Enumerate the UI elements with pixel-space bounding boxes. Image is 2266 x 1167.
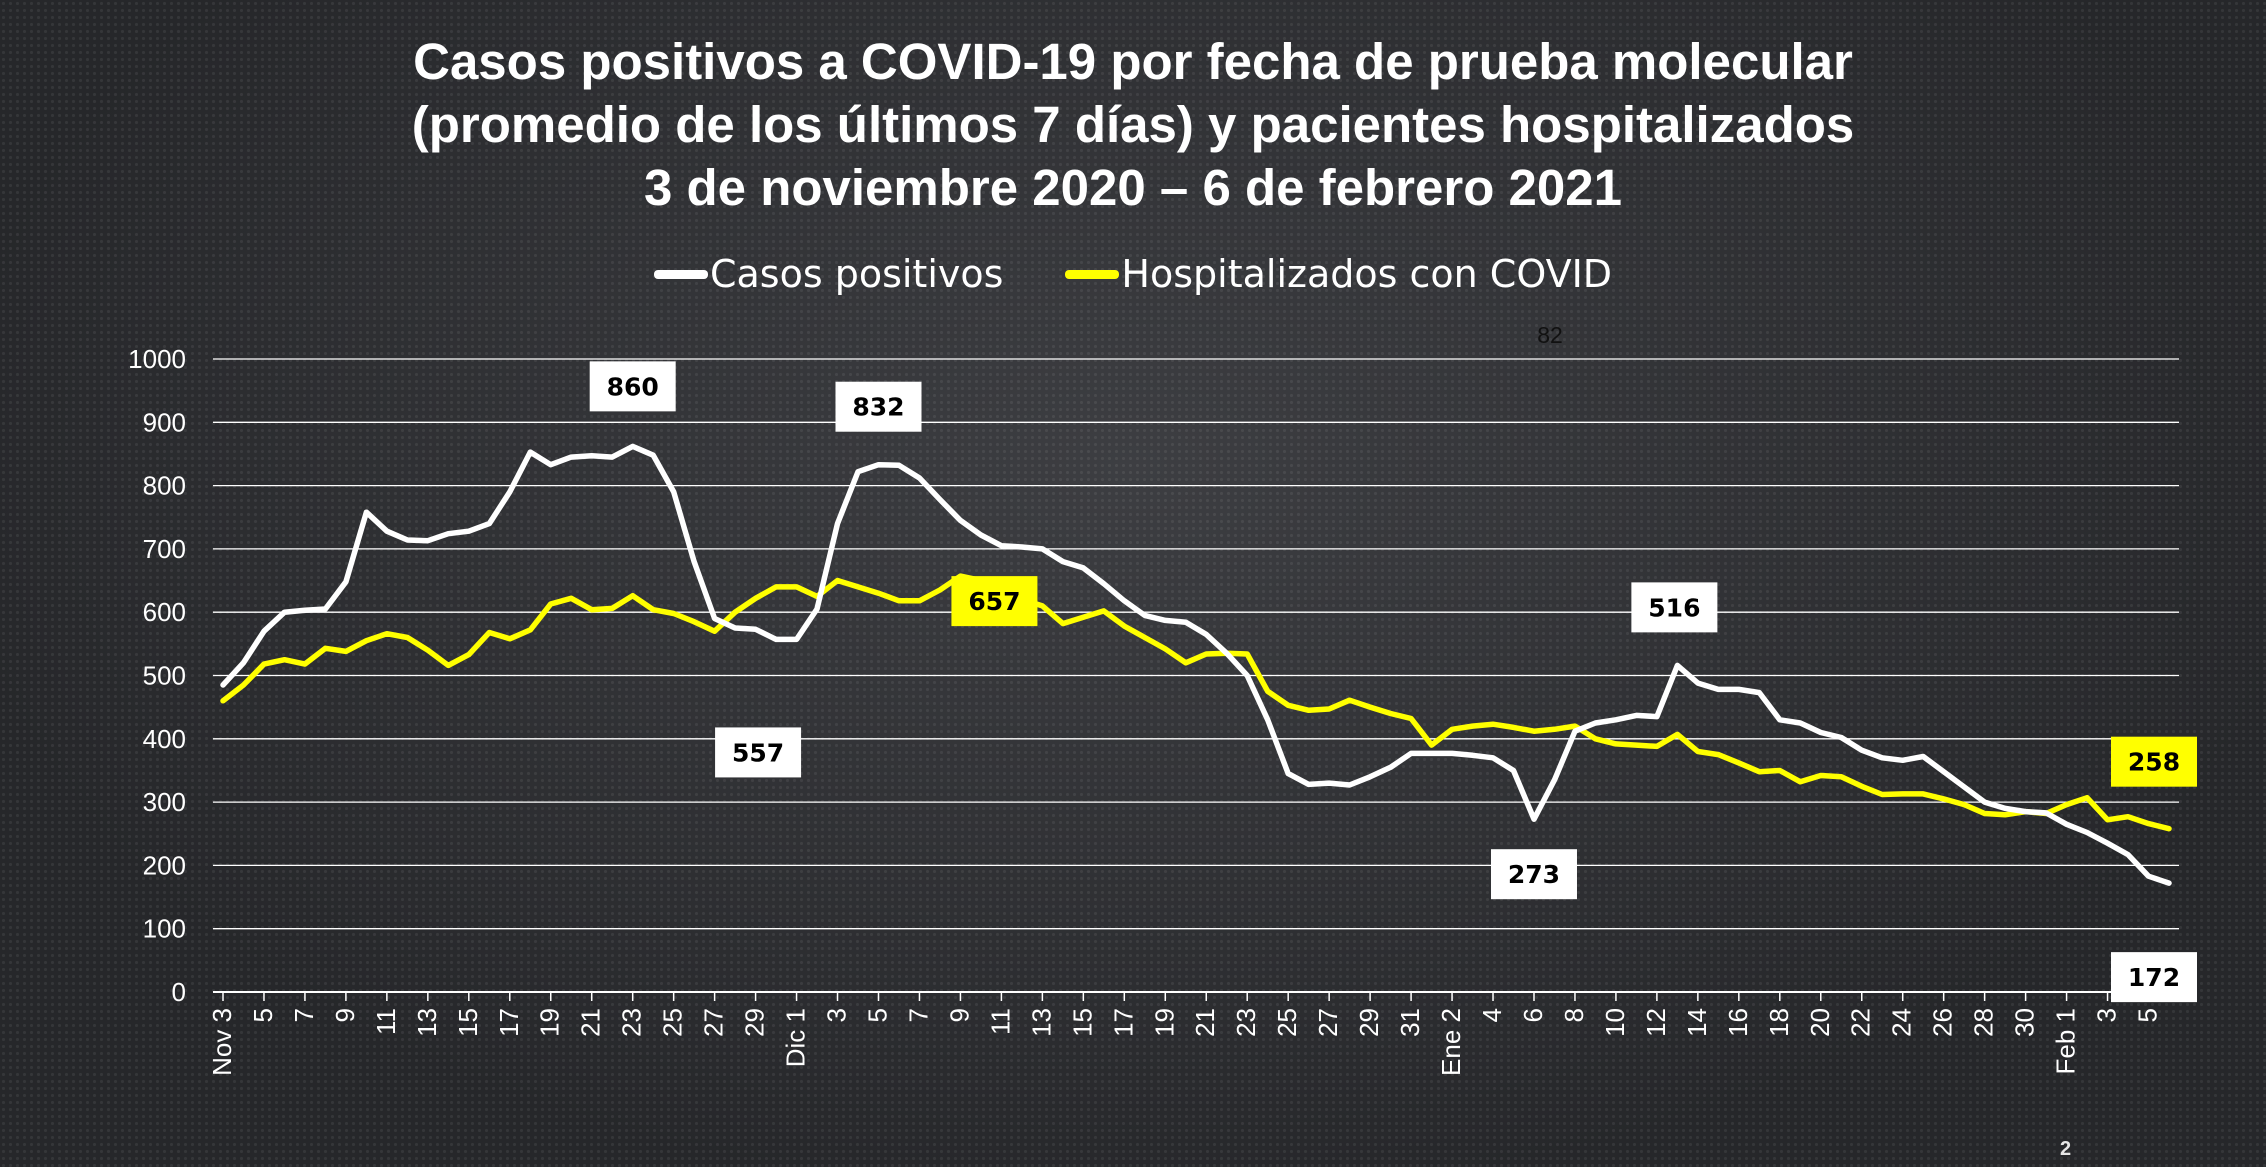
x-tick-label: 9 — [944, 1008, 974, 1022]
x-tick-label: 9 — [330, 1008, 360, 1022]
chart-title-line-2: (promedio de los últimos 7 días) y pacie… — [411, 96, 1855, 153]
y-tick-label: 800 — [143, 471, 186, 501]
x-tick-label: 21 — [576, 1008, 606, 1037]
x-tick-label: 7 — [903, 1008, 933, 1022]
x-tick-label: 5 — [2133, 1008, 2163, 1022]
x-tick-label: 4 — [1477, 1008, 1507, 1022]
data-label-box — [951, 576, 1038, 627]
data-label: 516 — [1648, 593, 1700, 622]
chart-title: Casos positivos a COVID-19 por fecha de … — [0, 30, 2266, 219]
y-tick-label: 400 — [143, 724, 186, 754]
chart-title-line-3: 3 de noviembre 2020 – 6 de febrero 2021 — [643, 159, 1622, 216]
x-tick-label: 3 — [822, 1008, 852, 1022]
series-line-hospitalizados — [220, 573, 2172, 832]
data-label-box — [1631, 582, 1718, 633]
data-label-box — [2111, 952, 2197, 1003]
legend-swatch-hospitalizados — [1065, 269, 1120, 279]
x-tick-label: 25 — [658, 1008, 688, 1037]
x-tick-label: 5 — [248, 1008, 278, 1022]
data-label: 273 — [1508, 860, 1560, 889]
data-label-box — [715, 727, 802, 778]
data-label-box — [589, 361, 676, 412]
page-number: 2 — [2060, 1138, 2072, 1160]
x-tick-label: 28 — [1969, 1008, 1999, 1037]
y-tick-label: 100 — [143, 914, 186, 944]
data-label: 557 — [732, 738, 784, 767]
y-tick-label: 700 — [143, 534, 186, 564]
x-tick-label: 24 — [1887, 1008, 1917, 1037]
chart-legend: Casos positivos Hospitalizados con COVID — [0, 252, 2266, 296]
y-tick-label: 200 — [143, 850, 186, 880]
legend-label-casos: Casos positivos — [709, 252, 1004, 296]
x-tick-label: 7 — [289, 1008, 319, 1022]
x-tick-label: 29 — [740, 1008, 770, 1037]
x-tick-label: Dic 1 — [781, 1008, 811, 1067]
x-tick-label: 3 — [2092, 1008, 2122, 1022]
x-tick-label: 16 — [1723, 1008, 1753, 1037]
x-tick-label: 6 — [1518, 1008, 1548, 1022]
x-tick-label: 27 — [1313, 1008, 1343, 1037]
legend-label-hospitalizados: Hospitalizados con COVID — [1121, 252, 1613, 296]
x-tick-label: Nov 3 — [207, 1008, 237, 1076]
x-tick-label: 29 — [1354, 1008, 1384, 1037]
x-tick-label: 31 — [1395, 1008, 1425, 1037]
data-label: 657 — [968, 587, 1020, 616]
x-tick-label: 15 — [1067, 1008, 1097, 1037]
x-tick-label: 27 — [699, 1008, 729, 1037]
x-tick-label: 19 — [535, 1008, 565, 1037]
x-tick-label: 17 — [494, 1008, 524, 1037]
x-tick-label: 8 — [1559, 1008, 1589, 1022]
y-tick-label: 600 — [143, 597, 186, 627]
x-tick-label: 26 — [1928, 1008, 1958, 1037]
stray-data-label: 82 — [1537, 322, 1563, 348]
x-tick-label: 14 — [1682, 1008, 1712, 1037]
x-tick-label: 10 — [1600, 1008, 1630, 1037]
x-tick-label: 30 — [2010, 1008, 2040, 1037]
x-tick-label: 13 — [1026, 1008, 1056, 1037]
x-tick-label: 23 — [1231, 1008, 1261, 1037]
data-label: 860 — [607, 372, 659, 401]
data-label: 172 — [2128, 963, 2180, 992]
y-tick-label: 1000 — [128, 344, 186, 374]
y-tick-label: 0 — [172, 977, 186, 1007]
y-tick-label: 500 — [143, 661, 186, 691]
data-label-box — [1490, 849, 1577, 900]
legend-swatch-casos — [653, 269, 708, 279]
x-tick-label: 17 — [1108, 1008, 1138, 1037]
data-label: 832 — [852, 393, 904, 422]
x-tick-label: 19 — [1149, 1008, 1179, 1037]
x-tick-label: 15 — [453, 1008, 483, 1037]
legend-entry-hospitalizados: Hospitalizados con COVID — [1065, 252, 1612, 296]
y-tick-label: 900 — [143, 407, 186, 437]
data-label-box — [2111, 736, 2197, 787]
x-tick-label: Ene 2 — [1436, 1008, 1466, 1076]
x-tick-label: 5 — [862, 1008, 892, 1022]
y-tick-label: 300 — [143, 787, 186, 817]
x-tick-label: 11 — [371, 1008, 401, 1035]
x-tick-label: 21 — [1190, 1008, 1220, 1037]
x-tick-label: 13 — [412, 1008, 442, 1037]
x-tick-label: 12 — [1641, 1008, 1671, 1037]
x-tick-label: 25 — [1272, 1008, 1302, 1037]
data-label: 258 — [2128, 748, 2180, 777]
x-tick-label: 23 — [617, 1008, 647, 1037]
x-tick-label: 11 — [985, 1008, 1015, 1035]
legend-entry-casos: Casos positivos — [653, 252, 1004, 296]
data-label-box — [835, 381, 922, 432]
chart-title-line-1: Casos positivos a COVID-19 por fecha de … — [413, 33, 1853, 90]
x-tick-label: 20 — [1805, 1008, 1835, 1037]
x-tick-label: 18 — [1764, 1008, 1794, 1037]
series-line-casos-positivos — [220, 443, 2172, 886]
x-tick-label: 22 — [1846, 1008, 1876, 1037]
x-tick-label: Feb 1 — [2051, 1008, 2081, 1075]
